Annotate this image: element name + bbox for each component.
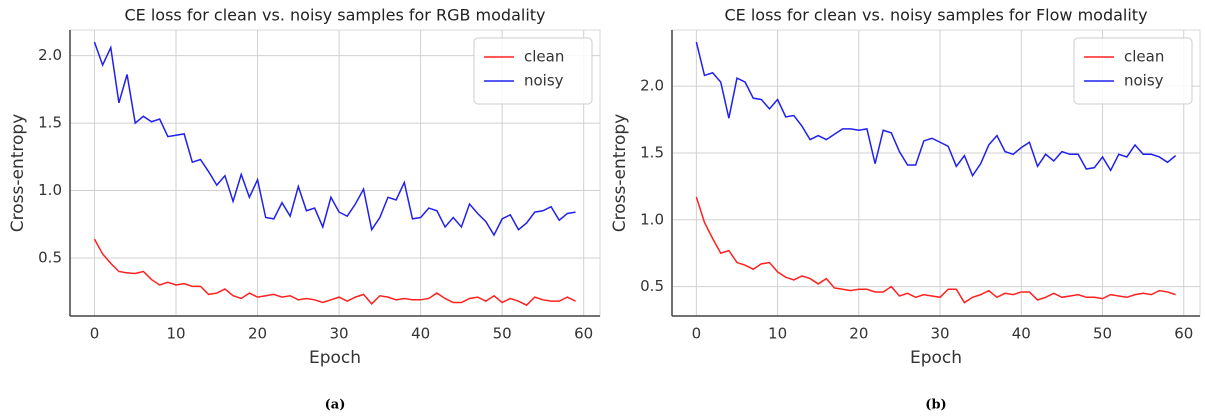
x-tick-label: 30 [931,325,950,343]
x-tick-label: 40 [1012,325,1031,343]
legend-label: noisy [524,72,564,90]
legend-box [1073,37,1193,105]
y-axis-label: Cross-entropy [8,114,28,233]
legend-label: clean [1124,48,1164,66]
y-tick-label: 1.0 [640,210,664,228]
x-axis-label: Epoch [309,348,361,368]
x-tick-label: 20 [849,325,868,343]
x-tick-label: 10 [768,325,787,343]
caption: (b) [925,398,946,413]
x-tick-label: 0 [90,325,100,343]
y-tick-label: 0.5 [640,277,664,295]
y-tick-label: 1.0 [38,181,62,199]
data-line [93,238,576,307]
x-tick-label: 60 [1174,325,1193,343]
x-tick-label: 0 [692,325,702,343]
y-axis-label: Cross-entropy [610,114,630,233]
x-tick-label: 50 [1093,325,1112,343]
legend-label: noisy [1124,72,1164,90]
chart-title: CE loss for clean vs. noisy samples for … [124,6,545,25]
data-line [93,41,576,237]
x-axis-label: Epoch [910,348,962,368]
chart-title: CE loss for clean vs. noisy samples for … [724,6,1147,25]
caption: (a) [325,398,346,413]
data-line [695,41,1177,178]
x-tick-label: 60 [574,325,593,343]
x-tick-label: 30 [330,325,349,343]
x-tick-label: 10 [166,325,185,343]
data-line [695,196,1176,304]
y-tick-label: 1.5 [38,114,62,132]
y-tick-label: 2.0 [640,77,664,95]
y-tick-label: 0.5 [38,248,62,266]
legend-box [473,37,593,105]
y-tick-label: 1.5 [640,143,664,161]
y-tick-label: 2.0 [38,46,62,64]
x-tick-label: 40 [411,325,430,343]
x-tick-label: 50 [493,325,512,343]
legend-label: clean [524,48,564,66]
x-tick-label: 20 [248,325,267,343]
